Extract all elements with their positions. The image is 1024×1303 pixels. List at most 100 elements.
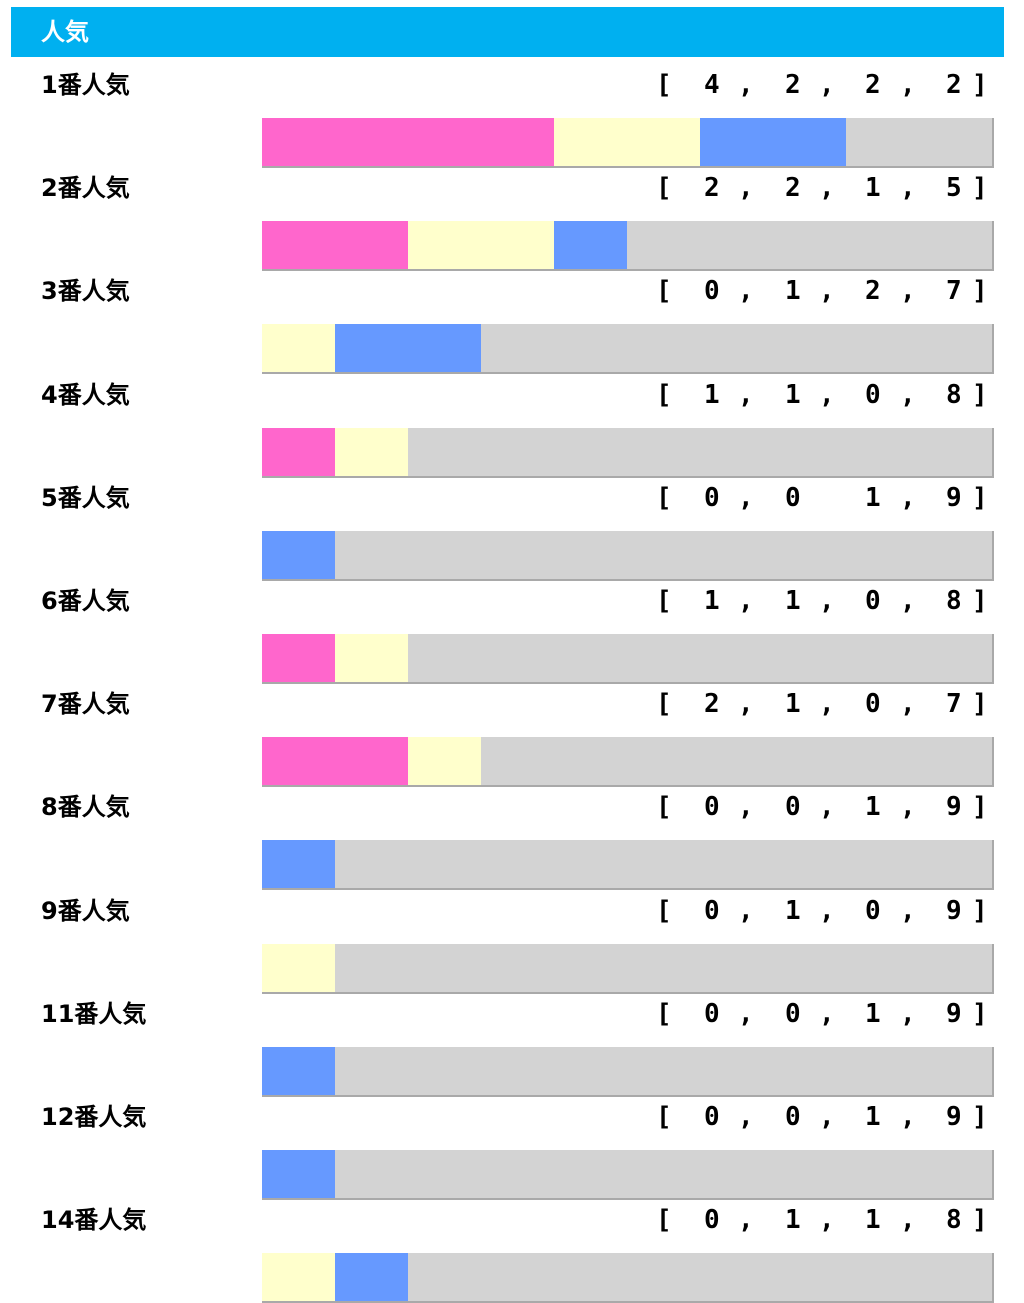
popularity-row: 2番人気 [2, 2, 1, 5] <box>0 168 1024 272</box>
record-count: 7 <box>946 276 962 307</box>
popularity-label: 2番人気 <box>41 174 130 203</box>
record-text: [0, 0, 1, 9] <box>656 1097 996 1137</box>
record-count: 9 <box>946 998 962 1029</box>
record-count: 0 <box>785 1102 801 1132</box>
bracket-open: [ <box>656 895 672 926</box>
record-count: 9 <box>946 482 962 513</box>
record-count: 7 <box>946 689 962 720</box>
record-count: 2 <box>865 276 881 307</box>
bracket-open: [ <box>656 586 672 616</box>
bracket-close: ] <box>972 482 988 513</box>
record-count: 0 <box>704 276 720 307</box>
bracket-close: ] <box>972 173 988 204</box>
result-bar <box>262 943 994 994</box>
record-text: [0, 1, 0, 9] <box>656 891 996 931</box>
record-count: 8 <box>946 1205 962 1236</box>
record-count: 0 <box>865 586 881 616</box>
record-count: 2 <box>785 173 801 204</box>
result-bar <box>262 324 994 375</box>
record-count: 1 <box>785 586 801 616</box>
bar-segment-second <box>408 221 554 270</box>
record-comma: , <box>900 998 916 1029</box>
bar-segment-third <box>262 840 335 889</box>
record-comma: , <box>819 276 835 307</box>
popularity-row: 4番人気 [1, 1, 0, 8] <box>0 375 1024 478</box>
popularity-label: 3番人気 <box>41 277 130 306</box>
popularity-label: 11番人気 <box>41 999 147 1028</box>
record-count: 1 <box>785 276 801 307</box>
bracket-open: [ <box>656 689 672 720</box>
record-comma: , <box>900 379 916 410</box>
popularity-label: 8番人気 <box>41 793 130 822</box>
record-count: 0 <box>785 482 801 513</box>
record-count: 1 <box>785 689 801 720</box>
bar-segment-first <box>262 737 408 786</box>
bracket-close: ] <box>972 689 988 720</box>
record-count: 4 <box>704 70 720 100</box>
popularity-row: 3番人気 [0, 1, 2, 7] <box>0 271 1024 375</box>
bracket-open: [ <box>656 792 672 823</box>
bar-segment-second <box>262 943 335 992</box>
record-count: 0 <box>704 895 720 926</box>
record-count: 0 <box>785 998 801 1029</box>
bar-segment-first <box>262 118 554 166</box>
result-bar <box>262 530 994 581</box>
bar-segment-second <box>335 427 408 476</box>
record-count: 1 <box>865 1102 881 1132</box>
record-count: 2 <box>785 70 801 100</box>
popularity-label: 5番人気 <box>41 483 130 512</box>
bracket-close: ] <box>972 792 988 823</box>
result-bar <box>262 840 994 891</box>
record-count: 0 <box>704 998 720 1029</box>
result-bar <box>262 118 994 168</box>
section-title: 人気 <box>41 18 89 46</box>
popularity-label: 6番人気 <box>41 587 130 615</box>
section-header: 人気 <box>11 7 1004 57</box>
record-count: 1 <box>704 379 720 410</box>
bar-segment-third <box>262 530 335 579</box>
record-comma: , <box>738 895 754 926</box>
record-count: 1 <box>865 482 881 513</box>
bar-segment-second <box>554 118 700 166</box>
record-comma: , <box>738 482 754 513</box>
bar-segment-third <box>335 1253 408 1302</box>
record-comma: , <box>819 586 835 616</box>
record-comma: , <box>900 70 916 100</box>
record-count: 5 <box>946 173 962 204</box>
result-bar <box>262 427 994 478</box>
record-count: 1 <box>865 173 881 204</box>
record-text: [0, 0, 1, 9] <box>656 787 996 827</box>
record-count: 1 <box>865 792 881 823</box>
bracket-close: ] <box>972 1205 988 1236</box>
bar-segment-second <box>335 634 408 682</box>
record-comma: , <box>819 792 835 823</box>
record-count: 0 <box>704 792 720 823</box>
record-text: [2, 1, 0, 7] <box>656 684 996 724</box>
bracket-open: [ <box>656 482 672 513</box>
bracket-close: ] <box>972 998 988 1029</box>
bracket-close: ] <box>972 379 988 410</box>
bar-segment-second <box>262 324 335 373</box>
record-count: 2 <box>704 173 720 204</box>
record-count: 0 <box>704 482 720 513</box>
record-count: 0 <box>865 895 881 926</box>
bracket-close: ] <box>972 276 988 307</box>
result-bar <box>262 1150 994 1200</box>
record-comma: , <box>819 895 835 926</box>
record-text: [1, 1, 0, 8] <box>656 581 996 621</box>
record-comma: , <box>900 895 916 926</box>
record-comma: , <box>900 586 916 616</box>
bar-segment-second <box>262 1253 335 1302</box>
record-comma: , <box>900 276 916 307</box>
record-count: 9 <box>946 792 962 823</box>
record-count: 8 <box>946 586 962 616</box>
popularity-row: 5番人気 [0, 0 1, 9] <box>0 478 1024 581</box>
popularity-row: 14番人気 [0, 1, 1, 8] <box>0 1200 1024 1303</box>
record-count: 1 <box>865 1205 881 1236</box>
bracket-open: [ <box>656 998 672 1029</box>
record-count: 9 <box>946 1102 962 1132</box>
popularity-row: 9番人気 [0, 1, 0, 9] <box>0 891 1024 994</box>
record-comma: , <box>819 173 835 204</box>
record-comma: , <box>900 173 916 204</box>
record-comma: , <box>738 1102 754 1132</box>
